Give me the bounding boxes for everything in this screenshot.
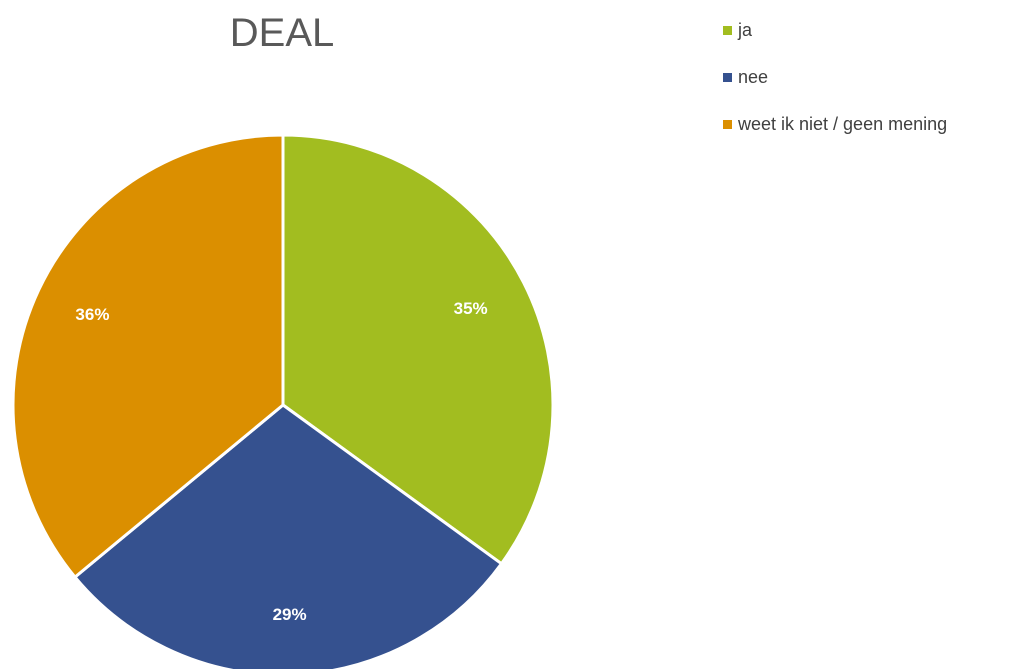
legend-swatch-weet-ik-niet xyxy=(723,119,732,129)
data-label-ja: 35% xyxy=(454,299,488,318)
pie-data-labels: 35% 29% 36% xyxy=(75,299,487,624)
pie-slices xyxy=(11,133,555,669)
legend-swatch-nee xyxy=(723,72,732,82)
pie-slice-weet xyxy=(11,133,285,579)
legend-label-ja: ja xyxy=(738,19,753,40)
data-label-weet: 36% xyxy=(75,305,109,324)
legend-item-nee: nee xyxy=(723,67,947,87)
legend-label-nee: nee xyxy=(738,66,769,87)
chart-title: DEAL xyxy=(229,11,335,55)
pie-slice-ja xyxy=(281,133,555,566)
legend-label-weet-ik-niet: weet ik niet / geen mening xyxy=(738,113,948,134)
data-label-nee: 29% xyxy=(273,605,307,624)
pie-slice-nee xyxy=(73,403,503,669)
legend: ja nee weet ik niet / geen mening xyxy=(723,20,947,161)
legend-swatch-ja xyxy=(723,25,732,35)
legend-item-ja: ja xyxy=(723,20,947,40)
legend-item-weet-ik-niet: weet ik niet / geen mening xyxy=(723,114,947,134)
